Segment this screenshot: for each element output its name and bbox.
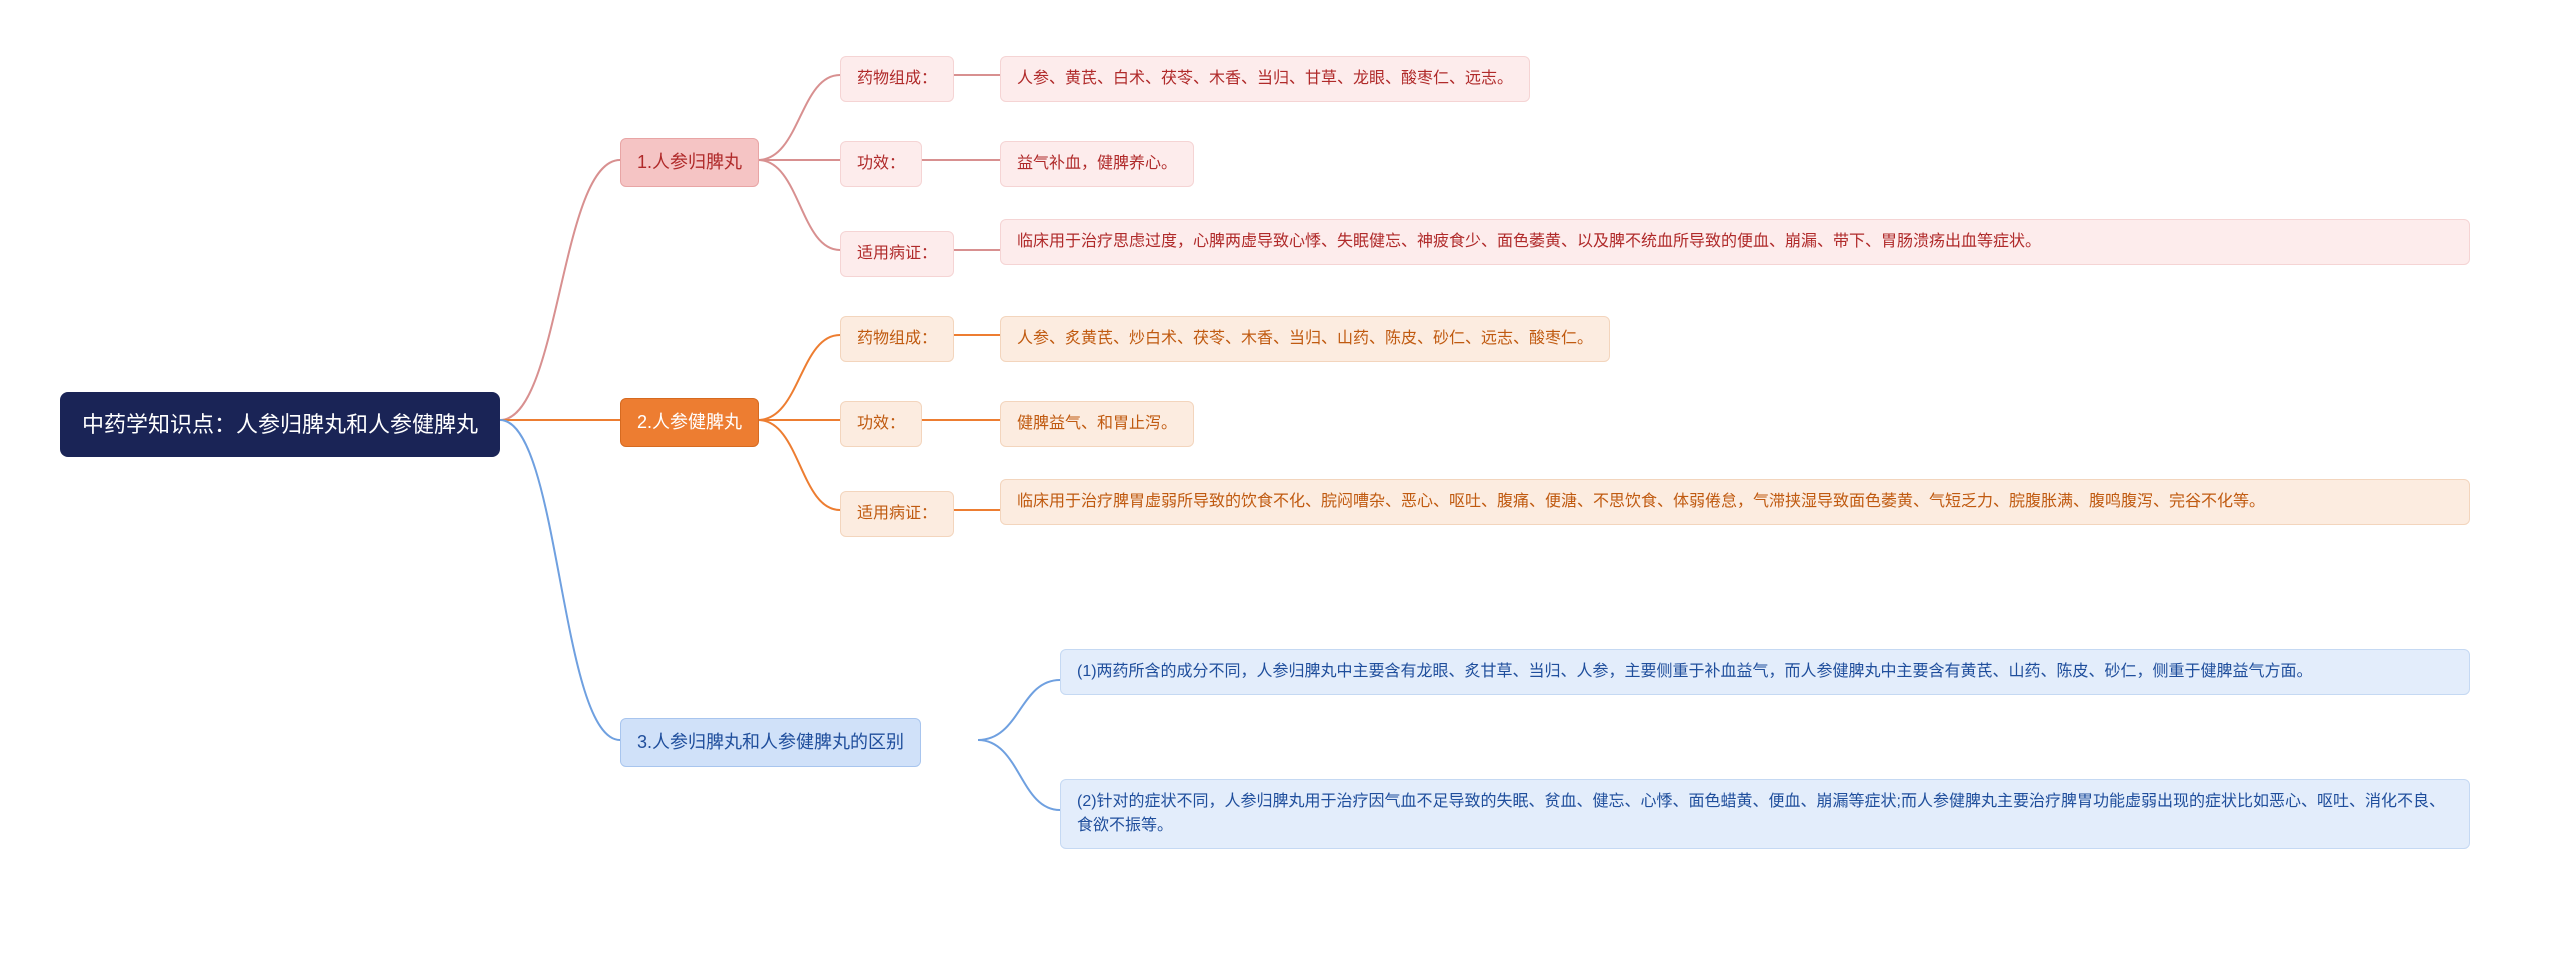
root-label: 中药学知识点：人参归脾丸和人参健脾丸 — [82, 408, 478, 441]
branch-3-diff-0: (1)两药所含的成分不同，人参归脾丸中主要含有龙眼、炙甘草、当归、人参，主要侧重… — [1060, 649, 2470, 695]
branch-2-item-2-label: 适用病证： — [840, 491, 954, 537]
branch-2-label: 2.人参健脾丸 — [637, 409, 742, 436]
branch-1-item-2-text: 临床用于治疗思虑过度，心脾两虚导致心悸、失眠健忘、神疲食少、面色萎黄、以及脾不统… — [1000, 219, 2470, 265]
branch-3: 3.人参归脾丸和人参健脾丸的区别 — [620, 718, 921, 767]
root-node: 中药学知识点：人参归脾丸和人参健脾丸 — [60, 392, 500, 457]
branch-1-label: 1.人参归脾丸 — [637, 149, 742, 176]
branch-1-item-0-label: 药物组成： — [840, 56, 954, 102]
branch-2-item-1-label: 功效： — [840, 401, 922, 447]
branch-2-item-0-label: 药物组成： — [840, 316, 954, 362]
branch-1-item-0-text: 人参、黄芪、白术、茯苓、木香、当归、甘草、龙眼、酸枣仁、远志。 — [1000, 56, 1530, 102]
branch-3-diff-1: (2)针对的症状不同，人参归脾丸用于治疗因气血不足导致的失眠、贫血、健忘、心悸、… — [1060, 779, 2470, 849]
branch-3-label: 3.人参归脾丸和人参健脾丸的区别 — [637, 729, 904, 756]
branch-1-item-1-label: 功效： — [840, 141, 922, 187]
branch-2: 2.人参健脾丸 — [620, 398, 759, 447]
branch-2-item-2-text: 临床用于治疗脾胃虚弱所导致的饮食不化、脘闷嘈杂、恶心、呕吐、腹痛、便溏、不思饮食… — [1000, 479, 2470, 525]
branch-1-item-1-text: 益气补血，健脾养心。 — [1000, 141, 1194, 187]
branch-1-item-2-label: 适用病证： — [840, 231, 954, 277]
branch-2-item-1-text: 健脾益气、和胃止泻。 — [1000, 401, 1194, 447]
branch-1: 1.人参归脾丸 — [620, 138, 759, 187]
branch-2-item-0-text: 人参、炙黄芪、炒白术、茯苓、木香、当归、山药、陈皮、砂仁、远志、酸枣仁。 — [1000, 316, 1610, 362]
